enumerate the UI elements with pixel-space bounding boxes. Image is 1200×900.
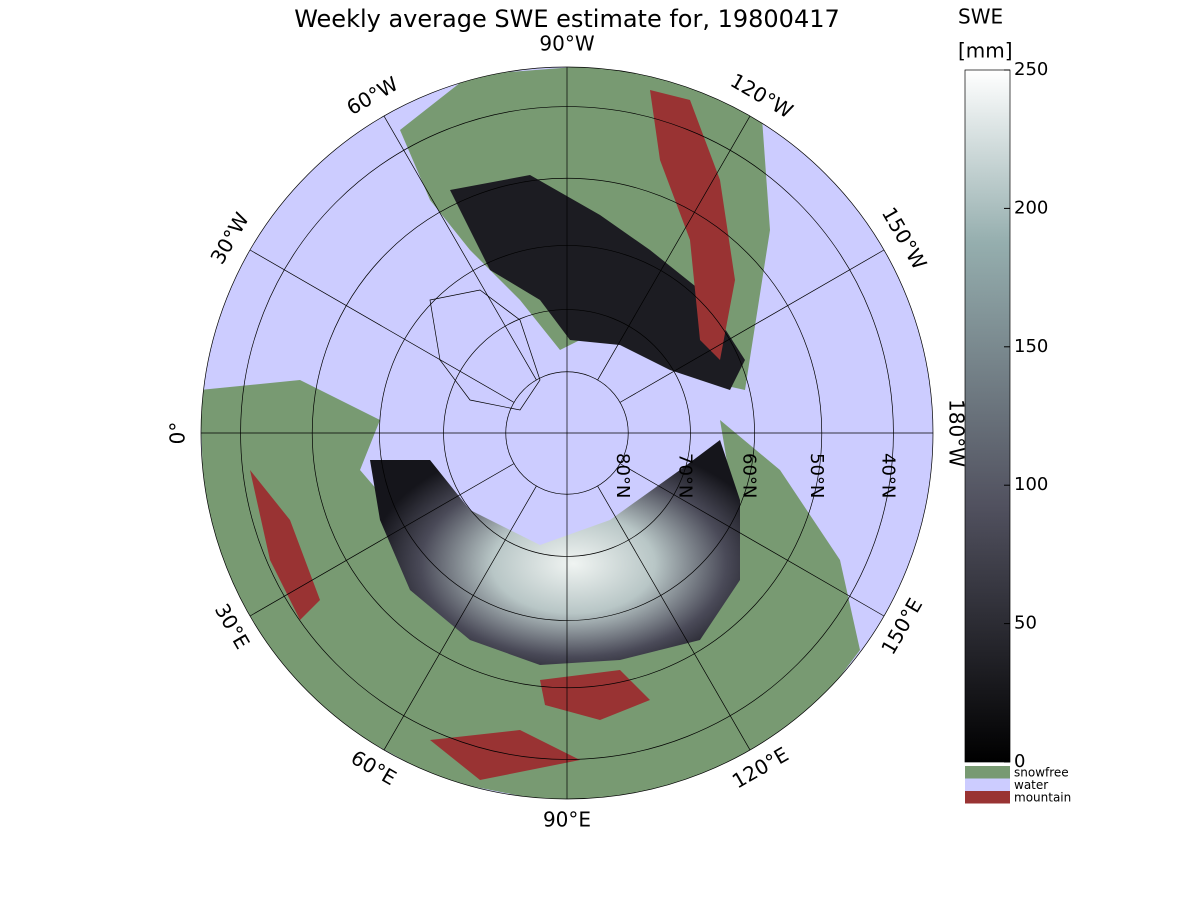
graticule [201, 67, 933, 799]
na-mountains [650, 90, 735, 360]
na-snow [450, 175, 745, 390]
meridian [597, 115, 751, 381]
meridian [383, 485, 537, 751]
longitude-label: 90°E [543, 808, 591, 832]
meridian [249, 463, 515, 617]
legend-swatch [965, 766, 1010, 779]
map-border [200, 66, 934, 800]
longitude-label: 90°W [539, 32, 594, 56]
latitude-label: 70°N [674, 453, 695, 498]
colorbar-label: SWE [958, 5, 1003, 29]
latitude-label: 80°N [612, 453, 633, 498]
legend-label: mountain [1014, 791, 1071, 805]
meridian [249, 249, 515, 403]
legend-label: water [1014, 778, 1048, 792]
legend-swatch [965, 791, 1010, 804]
latitude-label: 60°N [739, 453, 760, 498]
latitude-label: 50°N [806, 453, 827, 498]
title: Weekly average SWE estimate for, 1980041… [294, 5, 840, 33]
colorbar-tick-label: 50 [1014, 613, 1037, 634]
meridian [597, 485, 751, 751]
legend-label: snowfree [1014, 766, 1069, 780]
meridian [383, 115, 537, 381]
colorbar-tick-label: 200 [1014, 197, 1048, 218]
colorbar-unit: [mm] [958, 39, 1013, 63]
eurasia-africa [201, 380, 860, 799]
meridian [619, 463, 885, 617]
latitude-label: 40°N [877, 453, 898, 498]
colorbar-tick-label: 100 [1014, 474, 1048, 495]
longitude-label: 0° [166, 422, 190, 445]
eurasia-snow [370, 440, 740, 665]
legend-swatch [965, 778, 1010, 791]
map-disk [201, 67, 933, 799]
eurasia-mountains [250, 470, 650, 780]
colorbar-tick-label: 150 [1014, 336, 1048, 357]
colorbar [964, 69, 1011, 763]
colorbar-tick-label: 250 [1014, 59, 1048, 80]
colorbar-tick-label: 0 [1014, 751, 1025, 772]
meridian [619, 249, 885, 403]
longitude-label: 180°W [945, 399, 969, 467]
greenland [429, 289, 541, 411]
